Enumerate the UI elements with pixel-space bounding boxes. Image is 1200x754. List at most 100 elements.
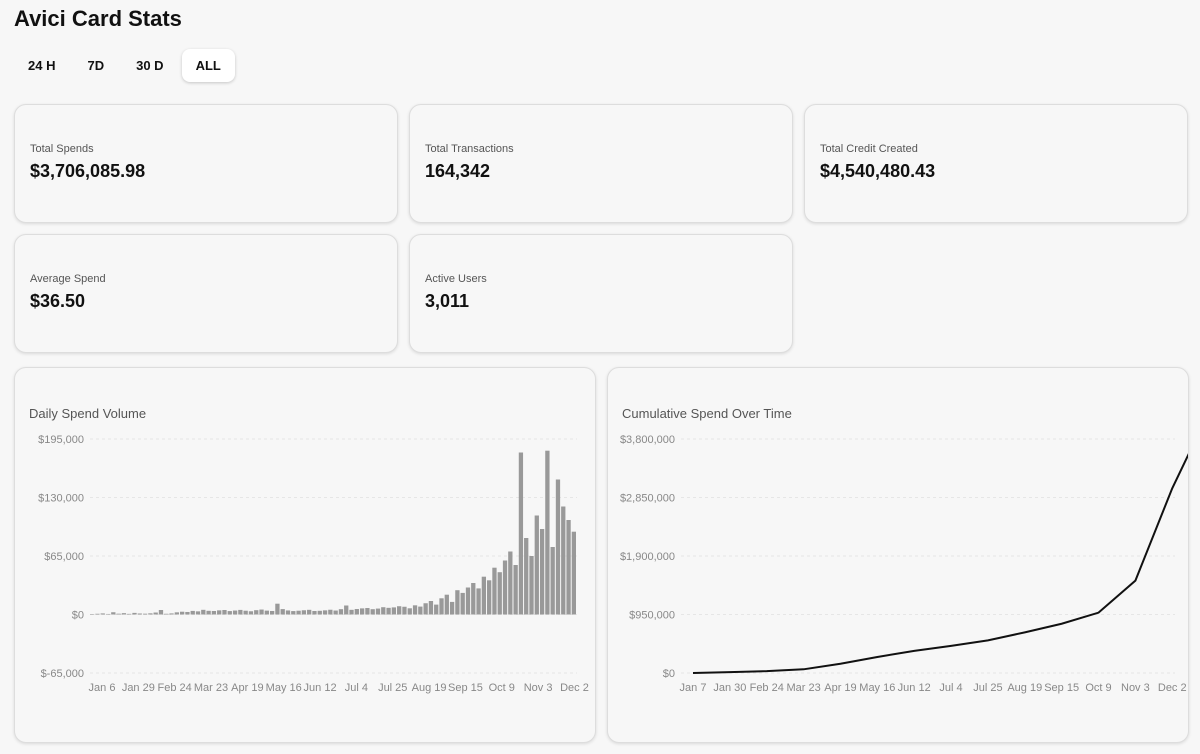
x-tick-label: Jun 12	[304, 682, 337, 694]
bar	[211, 610, 217, 615]
x-tick-label: Jul 25	[973, 682, 1002, 694]
bar	[481, 576, 487, 615]
bar	[227, 611, 232, 615]
x-tick-label: Mar 23	[786, 682, 820, 694]
tab-all[interactable]: ALL	[181, 49, 235, 82]
x-tick-label: Jan 30	[713, 682, 746, 694]
bar	[349, 609, 354, 615]
time-range-tabs: 24 H 7D 30 D ALL	[14, 49, 235, 82]
bar	[317, 610, 322, 615]
page-title: Avici Card Stats	[14, 6, 182, 31]
bar	[280, 609, 285, 615]
bar	[534, 515, 539, 615]
bar	[179, 611, 185, 615]
bar	[465, 587, 471, 615]
bar	[566, 520, 571, 615]
cumulative-spend-card: Cumulative Spend Over Time $3,800,000 $2,…	[607, 367, 1189, 743]
bar	[402, 606, 407, 615]
y-tick-label: $3,800,000	[620, 434, 675, 446]
x-tick-label: Jun 12	[898, 682, 931, 694]
x-tick-label: Feb 24	[158, 682, 192, 694]
bar	[439, 598, 444, 615]
bar	[158, 610, 164, 615]
stat-value: $4,540,480.43	[820, 161, 936, 181]
bar	[513, 565, 518, 615]
bar	[492, 567, 497, 615]
y-tick-label: $130,000	[38, 493, 84, 505]
tab-30d[interactable]: 30 D	[136, 58, 164, 73]
x-tick-label: Jul 25	[378, 682, 407, 694]
bar	[359, 608, 365, 615]
x-tick-label: Jan 7	[680, 682, 707, 694]
bar	[296, 610, 301, 615]
bar	[217, 610, 222, 615]
stat-value: $3,706,085.98	[30, 161, 146, 181]
bar	[423, 603, 428, 615]
bar	[561, 506, 566, 615]
x-tick-label: Nov 3	[524, 682, 553, 694]
stat-label: Total Credit Created	[820, 143, 918, 155]
bar	[301, 610, 307, 615]
chart-title: Daily Spend Volume	[29, 406, 147, 421]
bar	[476, 588, 481, 615]
bar	[471, 583, 476, 615]
bar	[185, 611, 190, 615]
bar	[412, 605, 418, 615]
bar	[518, 452, 524, 615]
bar	[190, 610, 195, 615]
y-tick-label: $-65,000	[41, 668, 84, 680]
bar	[116, 613, 121, 615]
bar	[206, 610, 211, 615]
tab-24h[interactable]: 24 H	[28, 58, 56, 73]
bar	[418, 606, 423, 615]
bar	[370, 609, 375, 615]
y-tick-label: $950,000	[629, 610, 675, 622]
stat-label: Total Transactions	[425, 143, 514, 155]
bar	[571, 531, 576, 615]
x-tick-label: Jan 29	[122, 682, 155, 694]
bar	[105, 613, 111, 615]
bar	[508, 551, 513, 615]
bar	[344, 605, 349, 615]
bar	[164, 613, 169, 615]
bar	[238, 609, 243, 615]
x-tick-label: Feb 24	[750, 682, 784, 694]
bar	[275, 603, 280, 615]
bar	[444, 594, 449, 615]
stat-label: Total Spends	[30, 143, 94, 155]
bar	[434, 604, 439, 615]
y-tick-label: $195,000	[38, 434, 84, 446]
x-tick-label: Oct 9	[489, 682, 515, 694]
bar	[248, 611, 254, 615]
stat-card-total-transactions: Total Transactions 164,342	[409, 104, 793, 223]
bar	[328, 609, 333, 615]
bar	[455, 590, 460, 615]
x-tick-label: Dec 2	[560, 682, 589, 694]
bar	[386, 607, 391, 615]
bar	[127, 613, 132, 615]
x-tick-label: Jan 6	[89, 682, 116, 694]
y-tick-label: $0	[72, 610, 84, 622]
y-tick-label: $1,900,000	[620, 551, 675, 563]
bar	[375, 608, 381, 615]
bar	[502, 560, 508, 615]
bar	[121, 613, 127, 615]
x-tick-label: Jul 4	[939, 682, 962, 694]
bar	[232, 610, 238, 615]
bar	[142, 613, 148, 615]
tab-7d[interactable]: 7D	[87, 58, 105, 73]
bar	[269, 610, 275, 615]
y-tick-label: $65,000	[44, 551, 84, 563]
stat-card-total-spends: Total Spends $3,706,085.98	[14, 104, 398, 223]
bar	[497, 572, 502, 615]
x-tick-label: Mar 23	[194, 682, 228, 694]
x-tick-label: Apr 19	[824, 682, 856, 694]
x-tick-label: Jul 4	[345, 682, 368, 694]
bar	[555, 479, 561, 615]
bar	[259, 609, 264, 615]
bar	[529, 556, 534, 615]
bar	[195, 611, 201, 615]
x-tick-label: Nov 3	[1121, 682, 1150, 694]
bar	[111, 612, 116, 615]
x-tick-label: Aug 19	[1007, 682, 1042, 694]
